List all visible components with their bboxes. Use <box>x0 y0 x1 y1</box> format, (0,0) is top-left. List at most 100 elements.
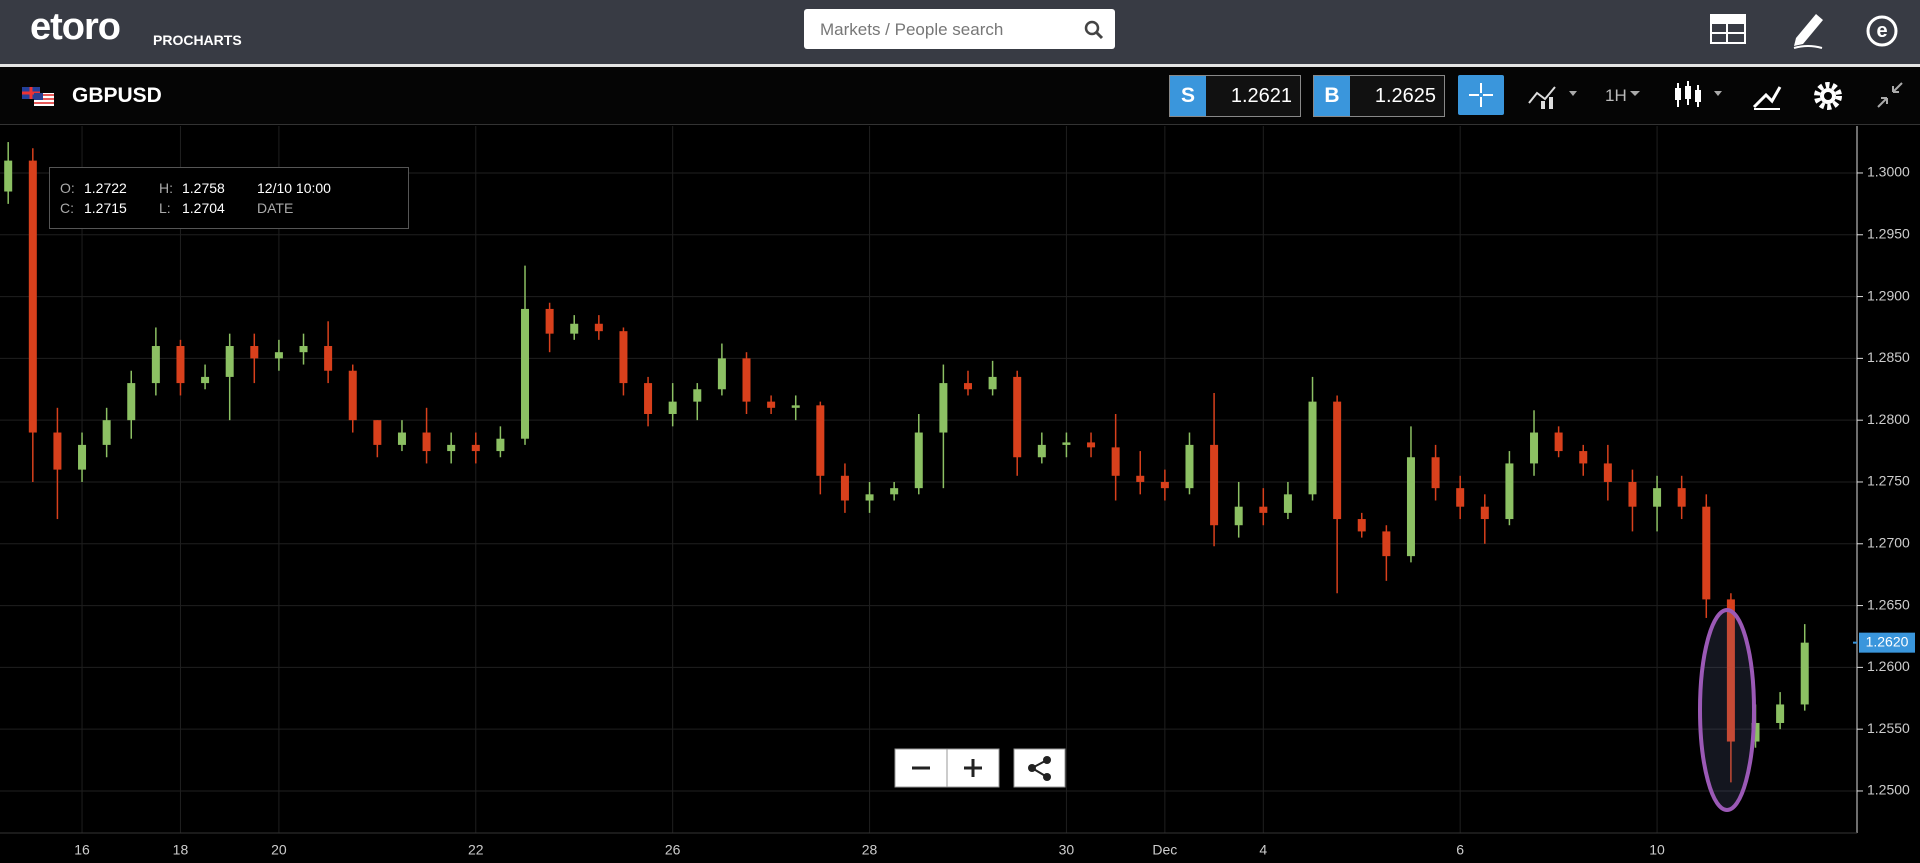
timeframe[interactable]: 1H <box>1605 86 1627 105</box>
candle-body <box>963 383 972 390</box>
candle-body <box>1776 704 1785 723</box>
candle-body <box>4 160 13 192</box>
edit-icon[interactable] <box>1790 8 1826 50</box>
candle-body <box>545 308 554 334</box>
y-tick-label: 1.2750 <box>1867 473 1910 489</box>
candle-body <box>1628 481 1637 507</box>
drawing-tools-button[interactable] <box>1750 79 1784 113</box>
axes: 1.2500 1.2550 1.2600 1.2650 1.2700 1.2750 1.28… <box>74 164 1915 858</box>
crosshair-button[interactable] <box>1458 75 1504 115</box>
buy-button[interactable]: B 1.2625 <box>1313 75 1445 117</box>
candle-body <box>767 401 776 408</box>
candle-body <box>447 444 456 452</box>
symbol: GBPUSD <box>72 84 162 107</box>
candle-body <box>1480 506 1489 520</box>
x-tick-label: 4 <box>1259 842 1267 858</box>
indicators-button[interactable] <box>1525 77 1585 113</box>
candle-body <box>570 323 579 334</box>
x-tick-label: 16 <box>74 842 90 858</box>
candle-body <box>1653 488 1662 507</box>
instrument-bar: GBPUSD S 1.2621 B 1.2625 1H <box>0 67 1920 125</box>
product-name: PROCHARTS <box>153 32 242 48</box>
candle-body <box>1702 506 1711 600</box>
candle-body <box>1333 401 1342 520</box>
last-price-label: 1.2620 <box>1866 633 1909 649</box>
y-tick-label: 1.2650 <box>1867 596 1910 612</box>
y-tick-label: 1.2600 <box>1867 658 1910 674</box>
ohlc-tooltip: O: 1.2722 H: 1.2758 12/10 10:00 C: 1.271… <box>49 167 409 229</box>
svg-text:e: e <box>1876 20 1887 42</box>
sell-price: 1.2621 <box>1230 85 1292 107</box>
candle-body <box>1283 494 1292 513</box>
close-value: 1.2715 <box>84 200 127 216</box>
buy-label: B <box>1314 76 1350 116</box>
x-tick-label: 30 <box>1059 842 1075 858</box>
collapse-button[interactable] <box>1874 79 1906 111</box>
x-tick-label: 26 <box>665 842 681 858</box>
candle-body <box>1234 506 1243 526</box>
candle-body <box>299 346 308 353</box>
x-tick-label: Dec <box>1152 842 1177 858</box>
candle-body <box>1160 481 1169 489</box>
candle-body <box>1554 432 1563 452</box>
candle-body <box>1579 451 1588 464</box>
candle-body <box>1136 475 1145 482</box>
candle-body <box>1800 642 1809 705</box>
top-bar: etoro PROCHARTS Markets / People search … <box>0 0 1920 67</box>
logo[interactable]: etoro <box>30 6 121 48</box>
y-tick-label: 1.2500 <box>1867 782 1910 798</box>
sell-button[interactable]: S 1.2621 <box>1169 75 1301 117</box>
high-value: 1.2758 <box>182 180 225 196</box>
candle-body <box>1111 447 1120 476</box>
search-box[interactable]: Markets / People search <box>804 9 1115 49</box>
candle-body <box>717 358 726 390</box>
candle-body <box>250 346 259 359</box>
profile-icon[interactable]: e <box>1862 10 1902 50</box>
settings-button[interactable] <box>1811 79 1845 113</box>
currency-flags <box>22 87 54 106</box>
chart-type-button[interactable] <box>1672 77 1728 113</box>
date-value: 12/10 10:00 <box>257 180 331 196</box>
candle-body <box>914 432 923 489</box>
search-icon <box>1084 20 1104 40</box>
candle-body <box>225 346 234 377</box>
candle-body <box>78 444 87 470</box>
candles <box>4 142 1809 783</box>
candle-body <box>1456 488 1465 507</box>
candle-body <box>422 432 431 452</box>
share-button[interactable] <box>1013 748 1066 788</box>
candle-body <box>1406 457 1415 557</box>
candle-body <box>324 346 333 371</box>
candle-body <box>1357 519 1366 532</box>
candle-body <box>397 432 406 445</box>
candle-body <box>890 488 899 495</box>
high-label: H: <box>159 180 173 196</box>
plus-icon <box>964 759 982 777</box>
candle-body <box>1062 442 1071 445</box>
candle-body <box>28 160 37 433</box>
buy-price: 1.2625 <box>1374 85 1436 107</box>
candle-body <box>939 383 948 433</box>
candle-body <box>1037 444 1046 458</box>
low-value: 1.2704 <box>182 200 225 216</box>
date-label: DATE <box>257 200 294 216</box>
highlight-ellipse <box>1698 608 1756 812</box>
y-tick-label: 1.3000 <box>1867 164 1910 180</box>
y-tick-label: 1.2700 <box>1867 534 1910 550</box>
candle-body <box>1087 442 1096 448</box>
candle-body <box>594 323 603 332</box>
candle-body <box>865 494 874 501</box>
candle-body <box>1677 488 1686 507</box>
y-tick-label: 1.2800 <box>1867 411 1910 427</box>
candle-body <box>471 444 480 452</box>
y-tick-label: 1.2850 <box>1867 349 1910 365</box>
y-tick-label: 1.2950 <box>1867 225 1910 241</box>
last-price-tag <box>1859 632 1915 653</box>
grid <box>0 126 1857 833</box>
candle-body <box>693 389 702 402</box>
candle-body <box>742 358 751 402</box>
candle-body <box>1726 599 1735 742</box>
layout-icon[interactable] <box>1710 14 1746 44</box>
candle-body <box>521 308 530 439</box>
close-label: C: <box>60 200 74 216</box>
